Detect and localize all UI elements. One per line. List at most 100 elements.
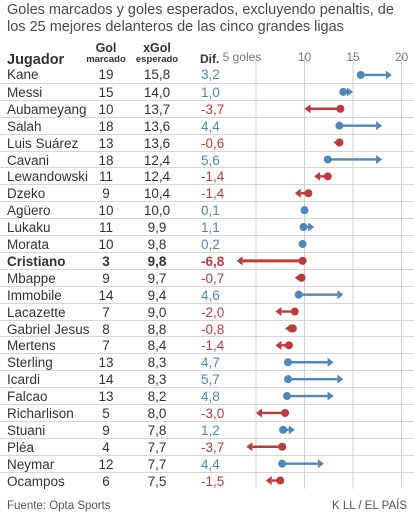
player-xgoals: 7,7 <box>147 456 167 472</box>
goal-arrowhead <box>317 459 324 469</box>
player-diff: -3,7 <box>201 439 225 455</box>
player-diff: -1,4 <box>201 186 225 202</box>
player-diff: -1,5 <box>201 473 225 489</box>
table-row: Kane 19 15,8 3,2 <box>0 66 414 83</box>
table-row: Lewandowski 11 12,4 -1,4 <box>0 167 414 185</box>
player-xgoals: 8,3 <box>147 372 167 388</box>
player-name: Cavani <box>7 152 50 168</box>
player-xgoals: 13,6 <box>143 135 171 151</box>
player-goals: 15 <box>98 84 114 100</box>
goal-arrowhead <box>304 104 311 114</box>
table-row: Lacazette 7 9,0 -2,0 <box>0 302 414 321</box>
goal-arrowhead <box>337 374 344 384</box>
player-diff: 4,6 <box>201 287 220 303</box>
player-diff: -3,7 <box>201 101 225 117</box>
x-tick-label: 5 goles <box>223 50 262 64</box>
header-gol: Gol marcado <box>84 42 128 66</box>
player-diff: -0,8 <box>201 321 225 337</box>
player-diff: 1,0 <box>201 84 220 100</box>
goal-arrowhead <box>327 391 334 401</box>
player-xgoals: 9,8 <box>147 237 167 252</box>
source-note: Fuente: Opta Sports <box>7 500 111 512</box>
table-row: Agüero 10 10,0 0,1 <box>0 201 414 219</box>
player-goals: 18 <box>98 118 114 134</box>
player-diff: 4,4 <box>201 456 220 472</box>
player-xgoals: 12,4 <box>143 169 171 185</box>
player-diff: -1,4 <box>201 338 225 354</box>
player-diff: 1,1 <box>201 220 220 236</box>
player-goals: 10 <box>98 237 114 252</box>
player-diff: 4,4 <box>201 118 220 134</box>
player-diff: -3,0 <box>201 406 225 421</box>
player-goals: 11 <box>98 220 113 236</box>
player-goals: 10 <box>98 203 114 219</box>
player-name: Mbappe <box>7 270 56 286</box>
player-xgoals: 9,7 <box>147 270 167 286</box>
player-xgoals: 8,4 <box>147 338 167 354</box>
player-goals: 7 <box>102 338 110 354</box>
table-row: Richarlison 5 8,0 -3,0 <box>0 404 414 422</box>
player-goals: 13 <box>98 389 114 405</box>
goal-arrowhead <box>347 87 353 97</box>
player-xgoals: 9,4 <box>147 287 167 303</box>
player-xgoals: 15,8 <box>143 67 171 82</box>
header-jugador: Jugador <box>7 52 65 68</box>
player-goals: 11 <box>98 169 113 185</box>
table-row: Morata 10 9,8 0,2 <box>0 235 414 253</box>
goal-arrowhead <box>294 273 301 283</box>
player-goals: 9 <box>102 270 110 286</box>
player-goals: 14 <box>98 372 114 388</box>
table-row: Sterling 13 8,3 4,7 <box>0 353 414 371</box>
xgoal-dot <box>300 206 309 215</box>
goal-arrowhead <box>337 290 344 300</box>
player-xgoals: 7,5 <box>147 473 167 489</box>
table-row: Stuani 9 7,8 1,2 <box>0 420 414 439</box>
header-gol-label: Gol <box>95 41 117 55</box>
player-diff: 4,8 <box>201 389 220 405</box>
player-goals: 18 <box>98 152 114 168</box>
player-diff: 3,2 <box>201 67 220 82</box>
player-diff: -0,6 <box>201 135 225 151</box>
player-name: Lukaku <box>7 220 51 236</box>
goal-arrowhead <box>385 70 392 80</box>
player-diff: 5,6 <box>201 152 220 168</box>
dumbbell-chart: 5 goles 10 15 20 <box>223 50 408 489</box>
table-row: Mertens 7 8,4 -1,4 <box>0 336 414 354</box>
player-name: Richarlison <box>7 406 74 421</box>
player-name: Cristiano <box>7 253 66 269</box>
goal-arrowhead <box>294 188 301 198</box>
player-xgoals: 8,8 <box>147 321 167 337</box>
player-name: Dzeko <box>7 186 46 202</box>
table-row: Mbappe 9 9,7 -0,7 <box>0 268 414 287</box>
x-tick-label: 10 <box>298 50 312 64</box>
player-diff: 0,2 <box>201 237 220 252</box>
goal-arrowhead <box>327 357 334 367</box>
table-row: Messi 15 14,0 1,0 <box>0 82 414 101</box>
player-name: Neymar <box>7 456 55 472</box>
table-row: Neymar 12 7,7 4,4 <box>0 454 414 473</box>
player-name: Falcao <box>7 389 48 405</box>
goal-arrowhead <box>285 323 292 333</box>
player-goals: 7 <box>102 304 110 320</box>
player-diff: -2,0 <box>201 304 225 320</box>
goal-arrowhead <box>256 408 262 418</box>
player-diff: 1,2 <box>201 422 220 438</box>
player-goals: 3 <box>102 253 110 269</box>
table-row: Falcao 13 8,2 4,8 <box>0 387 414 405</box>
table-row: Pléa 4 7,7 -3,7 <box>0 437 414 456</box>
player-diff: 5,7 <box>201 372 220 388</box>
player-goals: 5 <box>102 406 110 421</box>
header-dif: Dif. <box>200 52 220 66</box>
goal-arrowhead <box>288 425 295 435</box>
player-name: Agüero <box>7 203 51 219</box>
player-goals: 10 <box>98 101 114 117</box>
table-row: Lukaku 11 9,9 1,1 <box>0 218 414 236</box>
player-diff: 0,1 <box>201 203 220 219</box>
player-xgoals: 14,0 <box>143 84 171 100</box>
table-row: Cristiano 3 9,8 -6,8 <box>0 251 414 270</box>
player-name: Ocampos <box>7 473 65 489</box>
player-xgoals: 9,8 <box>147 253 167 269</box>
player-xgoals: 8,0 <box>147 406 167 421</box>
goal-arrowhead <box>275 307 282 317</box>
player-xgoals: 8,2 <box>147 389 167 405</box>
